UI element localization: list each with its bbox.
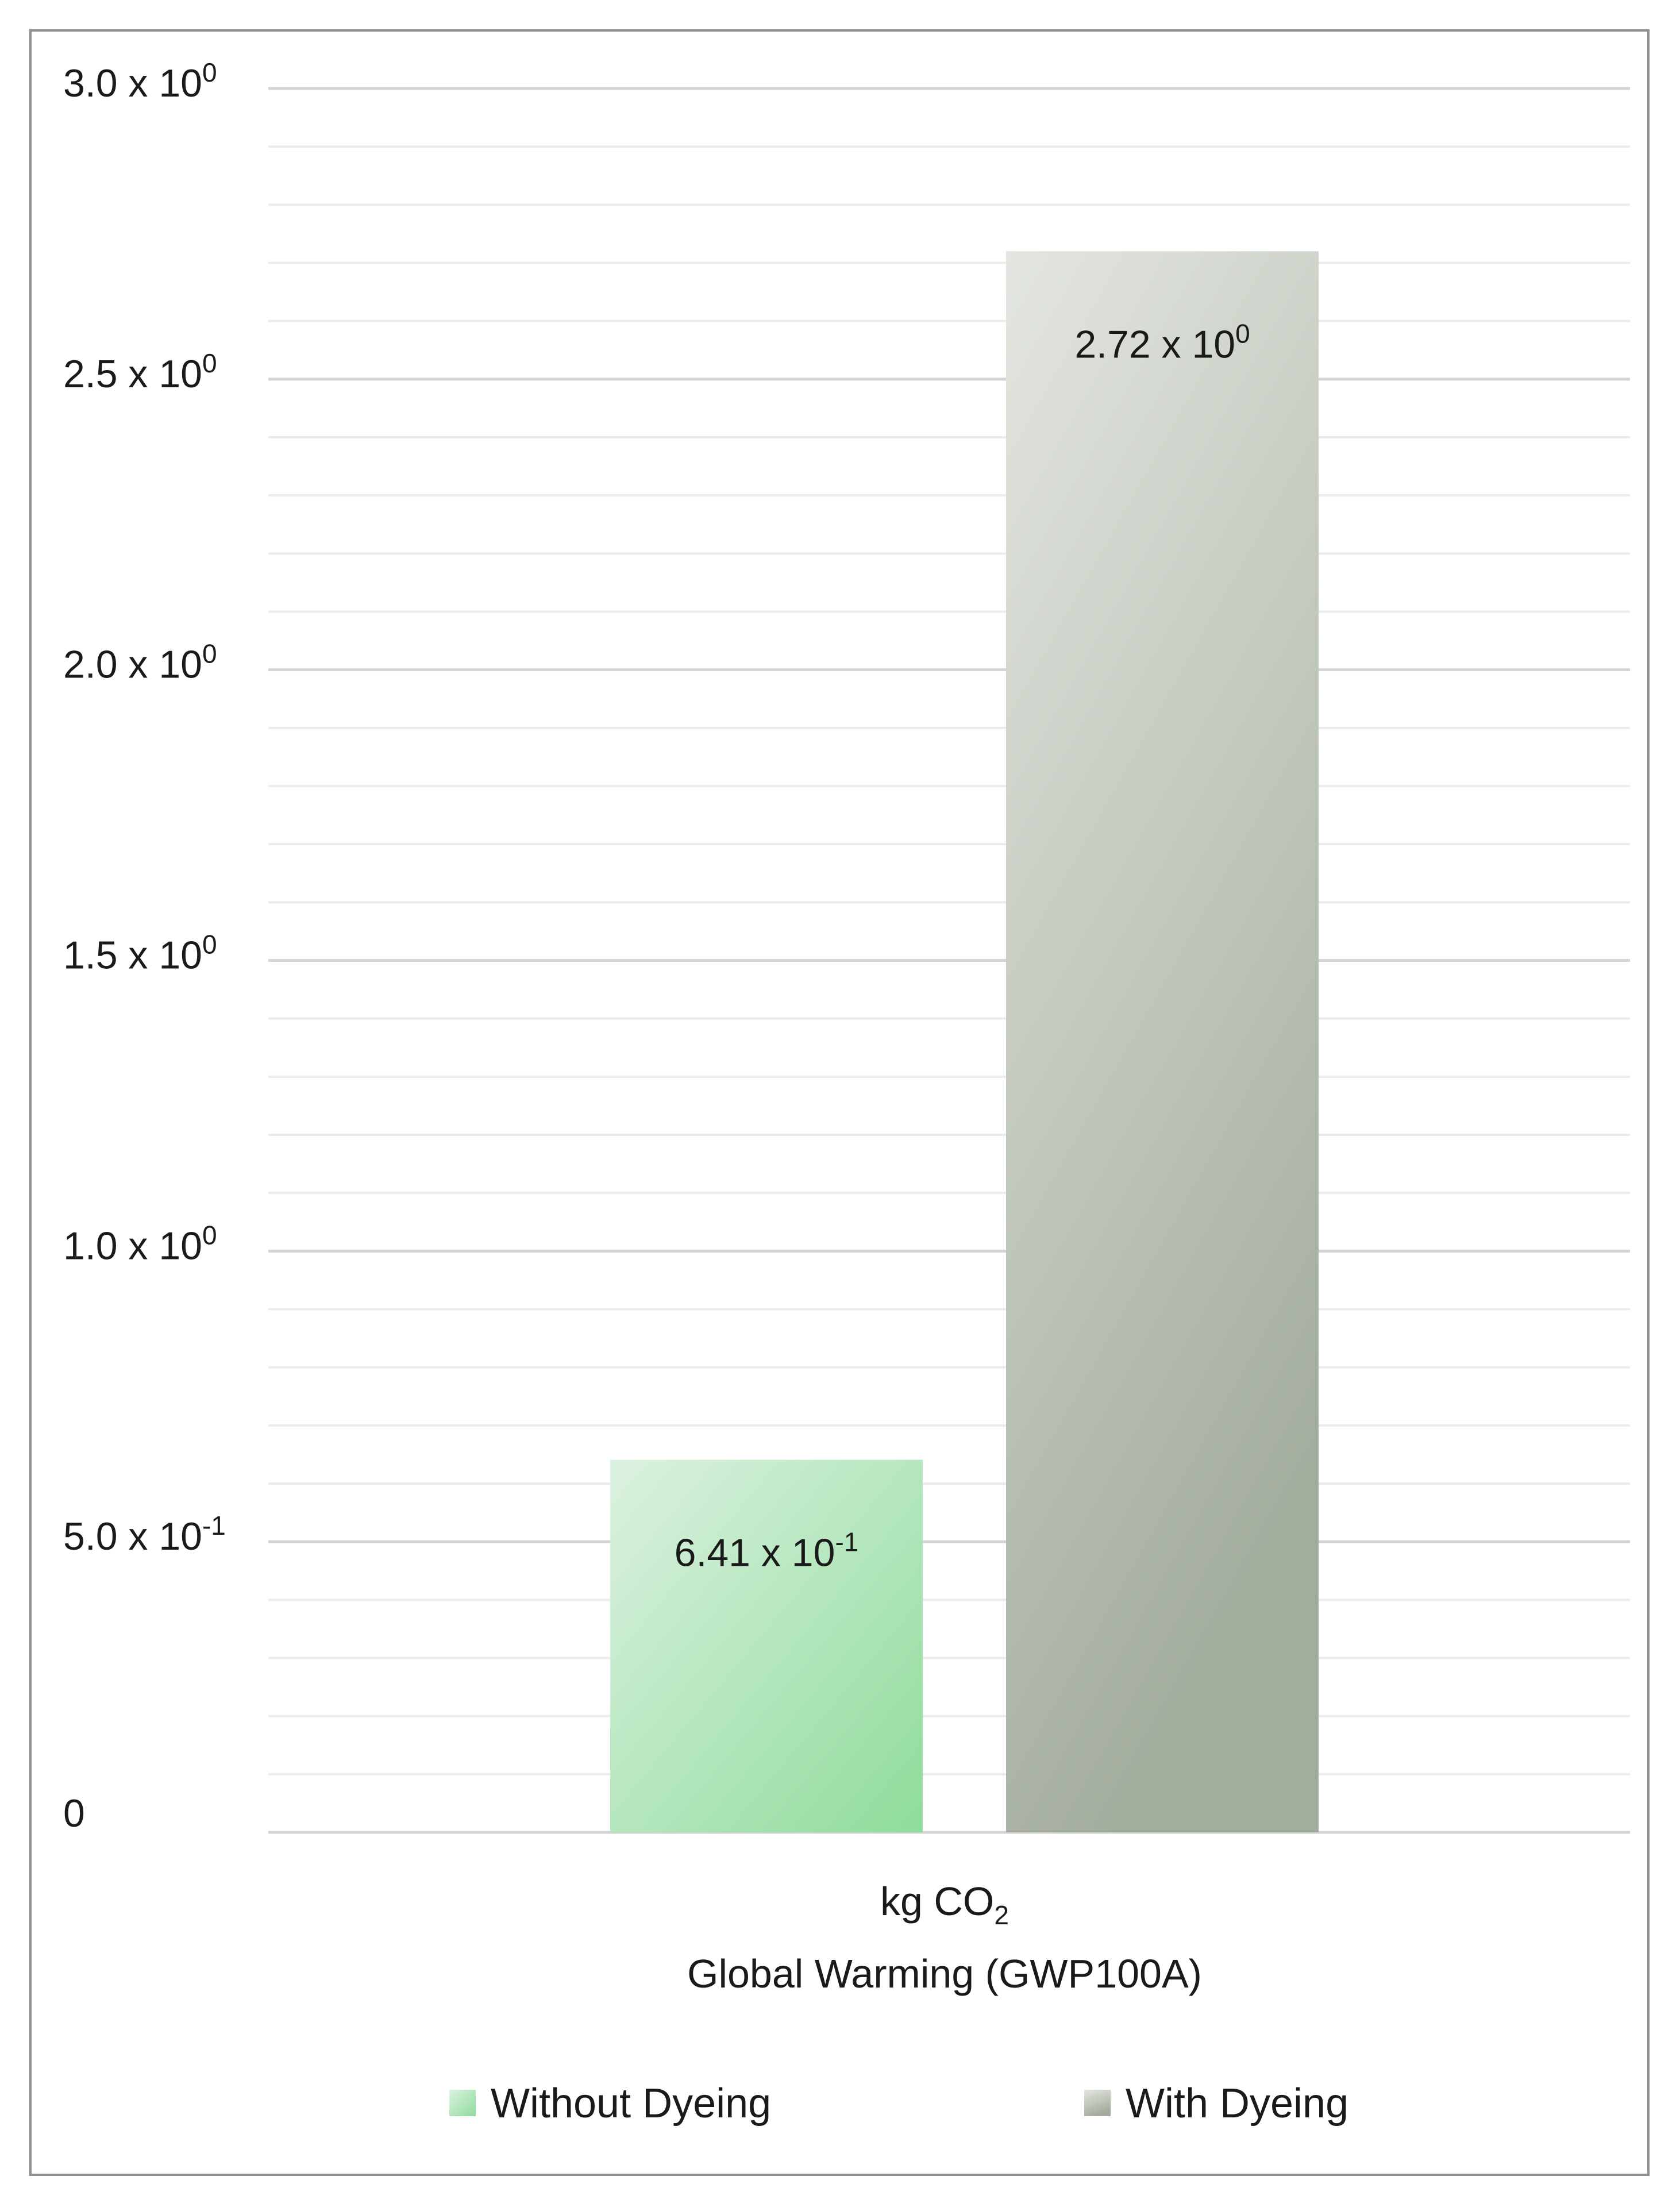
y-tick-label: 2.0 x 100 (63, 639, 217, 687)
x-category-label-line: Global Warming (GWP100A) (687, 1951, 1202, 1996)
bars (610, 251, 1319, 1833)
legend-swatch (449, 2090, 476, 2116)
data-label: 6.41 x 10-1 (675, 1527, 859, 1575)
bar-with-dyeing (1006, 251, 1319, 1833)
gridlines (268, 87, 1630, 1834)
y-tick-label: 1.0 x 100 (63, 1220, 217, 1268)
y-tick-label: 2.5 x 100 (63, 348, 217, 396)
y-tick-label: 0 (63, 1792, 85, 1835)
legend-swatch (1084, 2090, 1111, 2116)
legend: Without Dyeing With Dyeing (449, 2081, 1348, 2127)
data-label: 2.72 x 100 (1074, 318, 1250, 366)
y-tick-label: 5.0 x 10-1 (63, 1511, 226, 1558)
y-tick-label: 3.0 x 100 (63, 57, 217, 105)
x-axis-category-label: kg CO2 Global Warming (GWP100A) (687, 1879, 1202, 1996)
x-category-label-line: kg CO2 (880, 1879, 1009, 1930)
y-tick-label: 1.5 x 100 (63, 930, 217, 977)
y-axis-tick-labels: 0 5.0 x 10-1 1.0 x 100 1.5 x 100 2.0 x 100 2.… (63, 57, 226, 1835)
bar-without-dyeing (610, 1459, 923, 1832)
bar-chart: 0 5.0 x 10-1 1.0 x 100 1.5 x 100 2.0 x 100 2.… (63, 57, 1630, 2127)
legend-label: With Dyeing (1126, 2081, 1348, 2127)
chart-frame: 0 5.0 x 10-1 1.0 x 100 1.5 x 100 2.0 x 100 2.… (29, 29, 1650, 2176)
data-labels: 6.41 x 10-1 2.72 x 100 (675, 318, 1250, 1574)
legend-label: Without Dyeing (491, 2081, 771, 2127)
